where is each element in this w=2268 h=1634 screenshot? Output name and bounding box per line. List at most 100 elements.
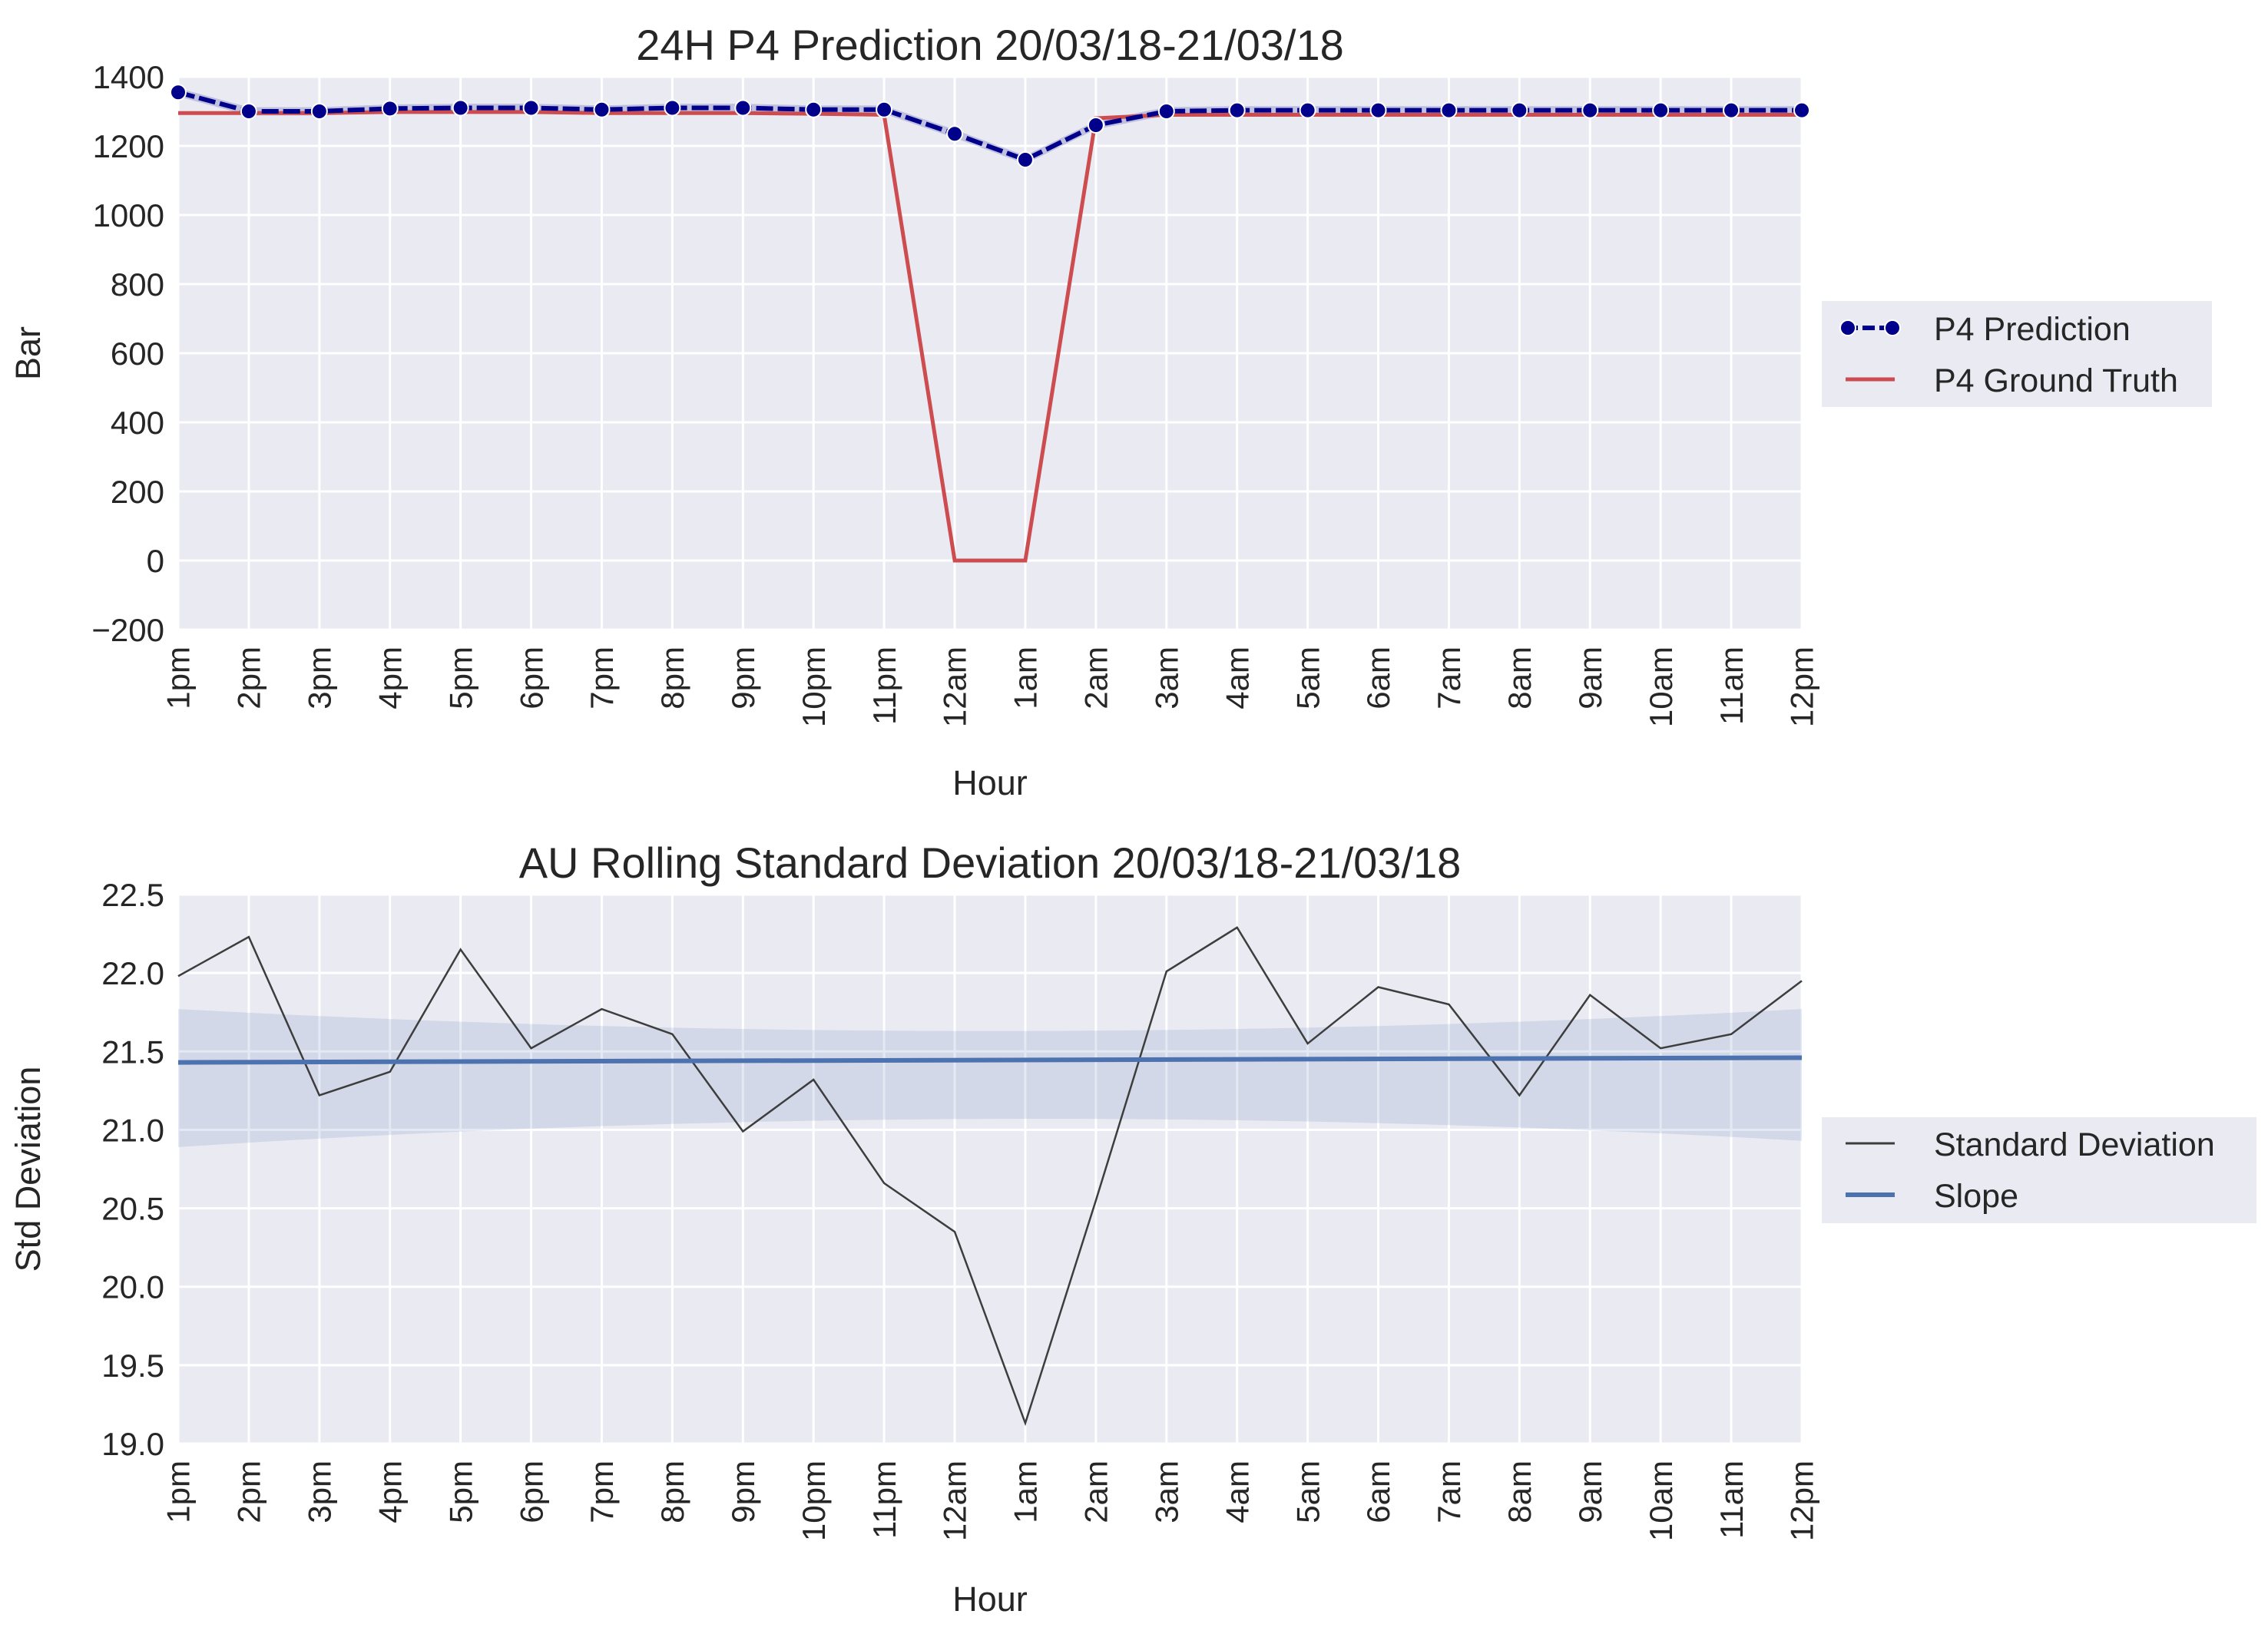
x-axis-label: Hour xyxy=(952,1579,1028,1619)
y-tick-label: 600 xyxy=(111,336,164,372)
legend: Standard Deviation Slope xyxy=(1822,1117,2256,1223)
y-tick-label: −200 xyxy=(91,612,164,648)
x-tick-label: 7am xyxy=(1431,647,1467,710)
std-deviation-chart: 19.0 19.5 20.0 20.5 21.0 21.5 22.0 22.5 1pm 2pm 3p… xyxy=(8,838,2256,1619)
x-tick-label: 10am xyxy=(1643,647,1679,727)
y-tick-label: 400 xyxy=(111,405,164,441)
x-tick-label: 8am xyxy=(1502,647,1538,710)
prediction-point xyxy=(1299,101,1316,119)
legend-std-label: Standard Deviation xyxy=(1934,1126,2215,1163)
prediction-point xyxy=(664,99,681,117)
y-tick-label: 800 xyxy=(111,266,164,303)
legend-box xyxy=(1822,1117,2256,1223)
prediction-point xyxy=(240,103,257,120)
y-tick-label: 22.0 xyxy=(101,955,164,991)
x-tick-label: 2am xyxy=(1078,647,1114,710)
prediction-confidence-band xyxy=(178,88,1802,164)
x-tick-label: 5am xyxy=(1290,1460,1326,1523)
y-tick-label: 21.5 xyxy=(101,1034,164,1070)
y-tick-label: 20.0 xyxy=(101,1269,164,1305)
y-tick-label: 20.5 xyxy=(101,1191,164,1227)
x-tick-label: 9pm xyxy=(725,1460,761,1523)
prediction-point xyxy=(310,103,328,120)
x-tick-label: 6pm xyxy=(513,647,549,710)
x-tick-label: 4am xyxy=(1219,1460,1255,1523)
grid-lines xyxy=(177,75,1803,631)
prediction-point xyxy=(1228,101,1246,119)
y-tick-label: 1400 xyxy=(93,59,164,95)
x-tick-label: 10am xyxy=(1643,1460,1679,1541)
prediction-point xyxy=(1581,101,1599,119)
y-tick-label: 19.5 xyxy=(101,1348,164,1384)
chart-title: AU Rolling Standard Deviation 20/03/18-2… xyxy=(519,838,1462,887)
series-layer xyxy=(170,84,1810,563)
prediction-point xyxy=(876,101,893,118)
x-tick-label: 3am xyxy=(1148,647,1184,710)
prediction-point xyxy=(1723,101,1740,119)
x-tick-label: 10pm xyxy=(796,647,832,727)
x-tick-label: 11am xyxy=(1713,647,1750,725)
plot-area xyxy=(178,895,1802,1444)
slope-confidence-band xyxy=(178,1009,1802,1147)
grid-lines xyxy=(177,893,1803,1445)
prediction-point xyxy=(1440,101,1458,119)
x-axis-label: Hour xyxy=(952,763,1028,802)
prediction-point xyxy=(381,100,399,117)
x-tick-label: 3pm xyxy=(302,1460,338,1523)
x-tick-label: 2pm xyxy=(231,1460,267,1523)
legend: P4 Prediction P4 Ground Truth xyxy=(1822,301,2212,407)
y-tick-label: 21.0 xyxy=(101,1112,164,1148)
x-tick-label: 11am xyxy=(1713,1460,1750,1539)
x-tick-label: 6am xyxy=(1360,647,1396,710)
y-tick-label: 0 xyxy=(147,543,164,579)
legend-prediction-label: P4 Prediction xyxy=(1934,311,2131,348)
prediction-point xyxy=(1652,101,1670,119)
x-tick-label: 4pm xyxy=(372,647,408,710)
chart-title: 24H P4 Prediction 20/03/18-21/03/18 xyxy=(636,21,1344,69)
x-tick-label: 1am xyxy=(1008,647,1044,710)
y-tick-label: 1200 xyxy=(93,128,164,164)
x-tick-label: 6pm xyxy=(513,1460,549,1523)
x-tick-label: 3am xyxy=(1148,1460,1184,1523)
y-tick-label: 200 xyxy=(111,474,164,510)
prediction-point xyxy=(1511,101,1528,119)
x-tick-label: 3pm xyxy=(302,647,338,710)
x-tick-label: 4am xyxy=(1219,647,1255,710)
prediction-point xyxy=(452,99,469,117)
prediction-point xyxy=(1087,117,1104,134)
legend-slope-label: Slope xyxy=(1934,1178,2018,1215)
x-tick-label: 9pm xyxy=(725,647,761,710)
prediction-point xyxy=(805,101,823,118)
x-tick-label: 2am xyxy=(1078,1460,1114,1523)
x-tick-label: 9am xyxy=(1572,647,1608,710)
prediction-point xyxy=(170,84,187,101)
series-layer xyxy=(177,926,1803,1427)
x-tick-label: 7pm xyxy=(584,1460,620,1523)
x-tick-label: 8pm xyxy=(654,1460,690,1523)
prediction-point xyxy=(522,99,540,117)
tick-labels: −200 0 200 400 600 800 1000 1200 1400 1pm 2pm 3pm 4p… xyxy=(91,59,1819,727)
legend-prediction-marker xyxy=(1884,319,1901,336)
x-tick-label: 11pm xyxy=(866,1460,902,1539)
y-tick-label: 19.0 xyxy=(101,1426,164,1462)
y-axis-label: Bar xyxy=(8,326,48,380)
x-tick-label: 12am xyxy=(937,1460,973,1541)
x-tick-label: 10pm xyxy=(796,1460,832,1541)
x-tick-label: 12pm xyxy=(1784,1460,1820,1541)
x-tick-label: 12am xyxy=(937,647,973,727)
x-tick-label: 6am xyxy=(1360,1460,1396,1523)
slope-line xyxy=(177,1055,1803,1065)
x-tick-label: 1am xyxy=(1008,1460,1044,1523)
x-tick-label: 5pm xyxy=(442,1460,478,1523)
x-tick-label: 7am xyxy=(1431,1460,1467,1523)
prediction-chart: −200 0 200 400 600 800 1000 1200 1400 1pm 2pm 3pm 4p… xyxy=(8,21,2212,802)
prediction-point xyxy=(1369,101,1387,119)
tick-labels: 19.0 19.5 20.0 20.5 21.0 21.5 22.0 22.5 1pm 2pm 3p… xyxy=(101,877,1819,1541)
prediction-point xyxy=(1016,151,1034,168)
prediction-point xyxy=(593,101,611,118)
prediction-point xyxy=(1157,103,1175,120)
y-axis-label: Std Deviation xyxy=(8,1067,48,1272)
legend-prediction-marker xyxy=(1839,319,1856,336)
x-tick-label: 5am xyxy=(1290,647,1326,710)
